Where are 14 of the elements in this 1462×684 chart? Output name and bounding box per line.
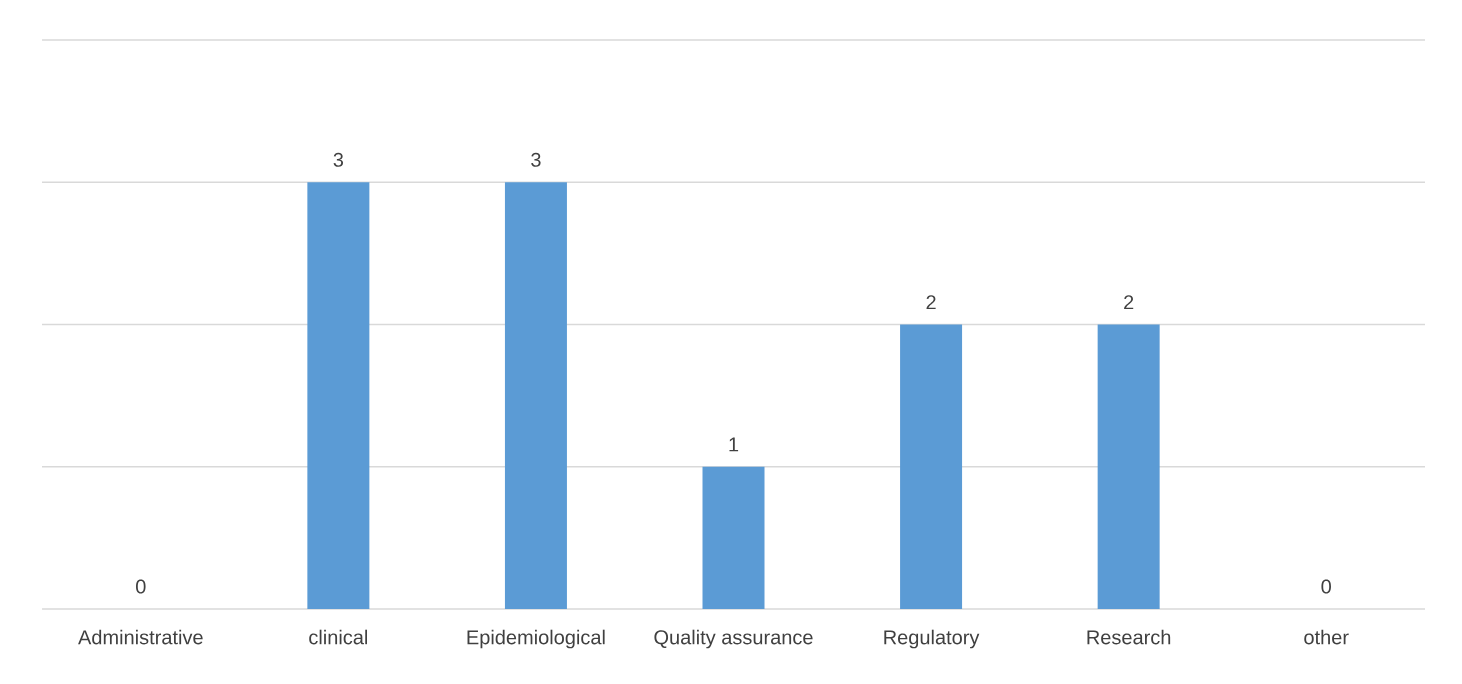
x-tick-label: Epidemiological [467,629,605,649]
data-label: 3 [531,152,541,167]
x-tick-label: other [1304,629,1349,645]
data-label: 0 [1321,579,1331,594]
x-tick-label: Regulatory [884,629,980,649]
x-tick-label: clinical [309,629,368,645]
x-tick-label: Quality assurance [654,629,813,649]
data-label: 3 [333,152,344,167]
x-tick-label: Administrative [78,629,203,645]
data-label: 0 [136,579,146,594]
data-label: 2 [926,295,936,310]
data-label: 1 [729,437,739,452]
x-tick-label: Research [1087,629,1171,645]
data-label: 2 [1124,295,1134,310]
